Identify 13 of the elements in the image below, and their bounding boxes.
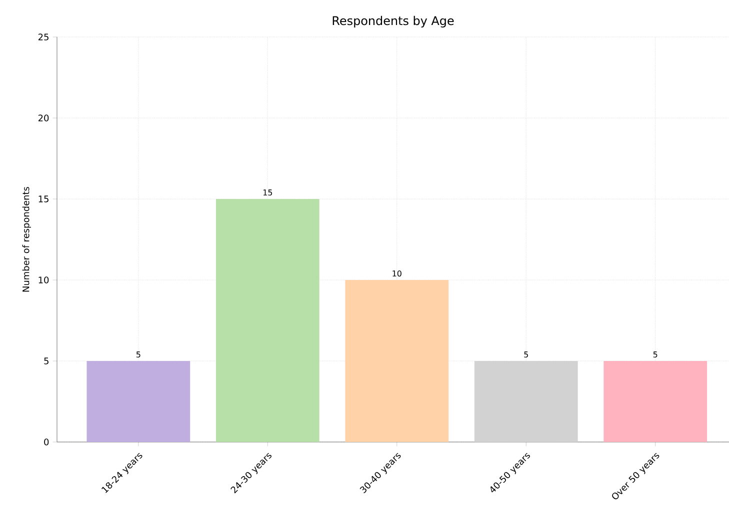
bar <box>86 361 190 442</box>
bar <box>216 198 320 442</box>
bar <box>345 280 449 442</box>
bar <box>604 361 708 442</box>
y-tick-label: 5 <box>44 358 48 364</box>
chart-title: Respondents by Age <box>332 16 454 28</box>
y-tick-label: 25 <box>38 34 48 40</box>
bar <box>474 361 578 442</box>
y-axis-title: Number of respondents <box>22 186 31 292</box>
y-tick-label: 15 <box>38 196 48 202</box>
y-tick-label: 20 <box>38 114 49 122</box>
y-tick-label: 10 <box>38 276 49 284</box>
y-tick-label: 0 <box>44 438 49 446</box>
